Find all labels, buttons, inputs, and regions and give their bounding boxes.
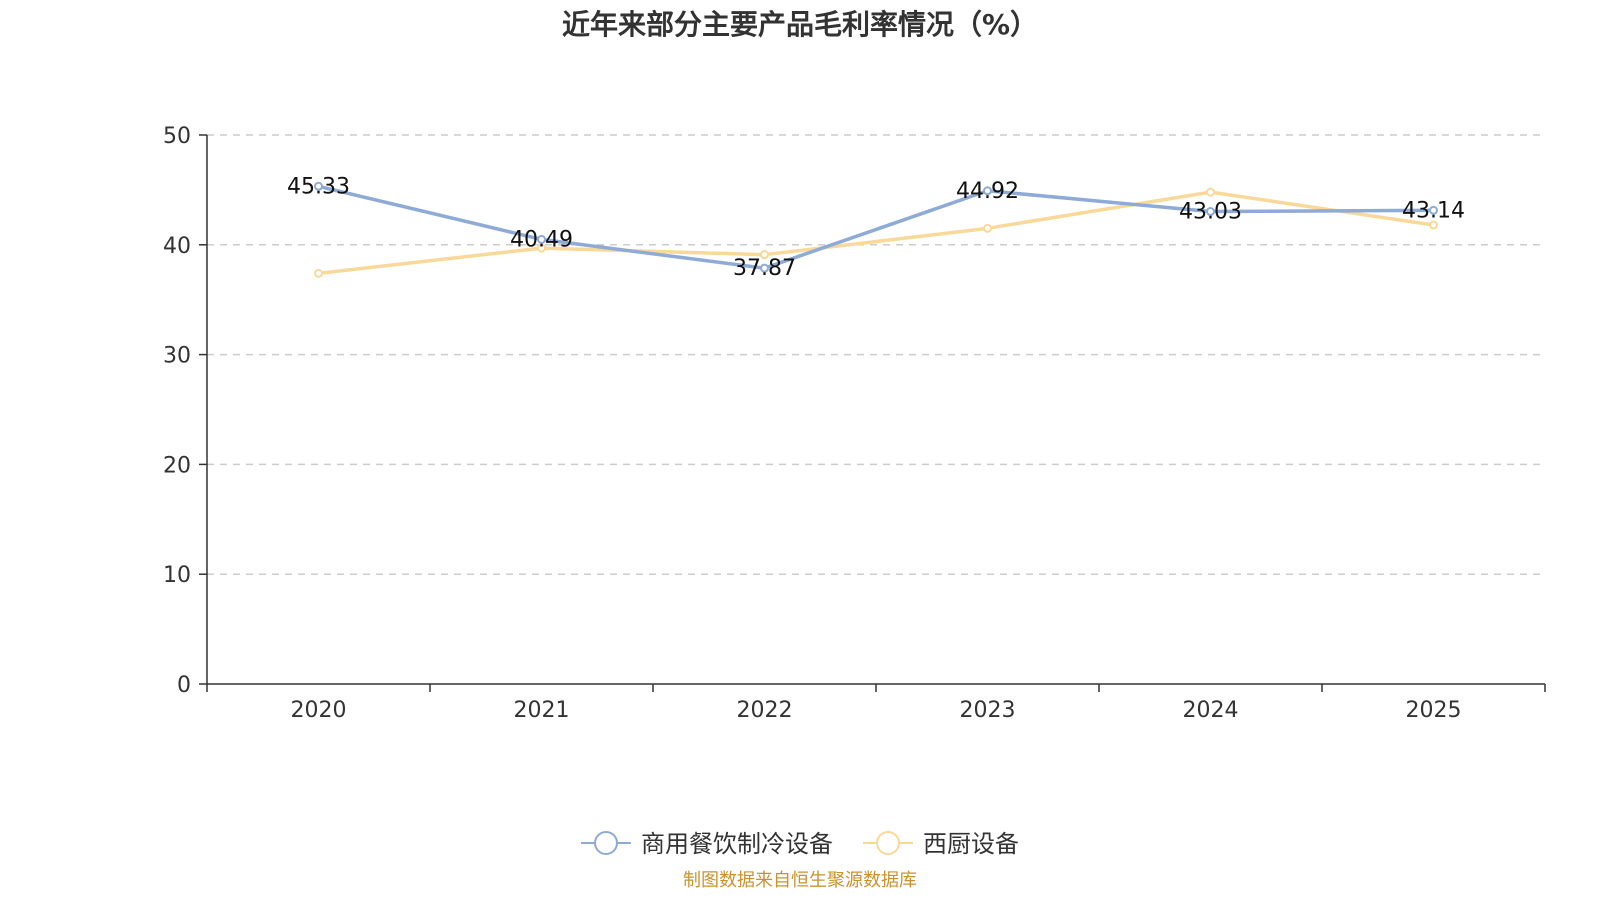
legend-label-0: 商用餐饮制冷设备 bbox=[641, 830, 833, 858]
point-s0-2020[interactable] bbox=[314, 181, 323, 191]
y-tick-label-10: 10 bbox=[163, 563, 191, 588]
point-s0-2021[interactable] bbox=[537, 234, 546, 244]
point-s0-2023[interactable] bbox=[983, 186, 992, 196]
x-tick-label-2025: 2025 bbox=[1406, 698, 1462, 723]
y-tick-label-20: 20 bbox=[163, 453, 191, 478]
axes: 0 10 20 30 40 50 2020 2021 2022 2023 2024 2025 bbox=[163, 124, 1546, 723]
legend-label-1: 西厨设备 bbox=[923, 830, 1019, 858]
data-labels: 45.33 40.49 37.87 44.92 43.03 43.14 bbox=[287, 174, 1465, 281]
y-tick-label-30: 30 bbox=[163, 344, 191, 369]
y-tick-label-0: 0 bbox=[177, 673, 191, 698]
x-tick-label-2022: 2022 bbox=[737, 698, 793, 723]
legend-item-0[interactable]: 商用餐饮制冷设备 bbox=[581, 830, 833, 858]
point-s1-2023[interactable] bbox=[983, 223, 992, 233]
legend[interactable]: 商用餐饮制冷设备 西厨设备 bbox=[581, 830, 1019, 858]
point-s1-2024[interactable] bbox=[1206, 187, 1215, 197]
data-label-2022: 37.87 bbox=[733, 256, 796, 281]
y-tick-label-50: 50 bbox=[163, 124, 191, 149]
point-s1-2021[interactable] bbox=[537, 243, 546, 253]
data-label-2025: 43.14 bbox=[1402, 198, 1465, 223]
data-label-2020: 45.33 bbox=[287, 174, 350, 199]
series-line-1 bbox=[316, 190, 1436, 276]
data-label-2021: 40.49 bbox=[510, 227, 573, 252]
grid-lines bbox=[207, 134, 1545, 575]
series-line-0 bbox=[316, 184, 1436, 270]
point-s0-2025[interactable] bbox=[1429, 205, 1438, 215]
chart-title: 近年来部分主要产品毛利率情况（%） bbox=[562, 8, 1038, 41]
legend-swatch-circle-1 bbox=[876, 831, 900, 855]
x-tick-label-2023: 2023 bbox=[960, 698, 1016, 723]
point-s0-2022[interactable] bbox=[760, 263, 769, 273]
data-label-2023: 44.92 bbox=[956, 179, 1019, 204]
point-s1-2020[interactable] bbox=[314, 268, 323, 278]
data-label-2024: 43.03 bbox=[1179, 200, 1242, 225]
point-s0-2024[interactable] bbox=[1206, 207, 1215, 217]
legend-item-1[interactable]: 西厨设备 bbox=[863, 830, 1019, 858]
source-note: 制图数据来自恒生聚源数据库 bbox=[683, 870, 917, 891]
x-tick-label-2021: 2021 bbox=[514, 698, 570, 723]
x-tick-label-2020: 2020 bbox=[291, 698, 347, 723]
x-tick-label-2024: 2024 bbox=[1183, 698, 1239, 723]
legend-swatch-circle-0 bbox=[594, 831, 618, 855]
y-tick-label-40: 40 bbox=[163, 234, 191, 259]
point-s1-2022[interactable] bbox=[760, 250, 769, 260]
series-lines bbox=[314, 181, 1438, 278]
point-s1-2025[interactable] bbox=[1429, 220, 1438, 230]
